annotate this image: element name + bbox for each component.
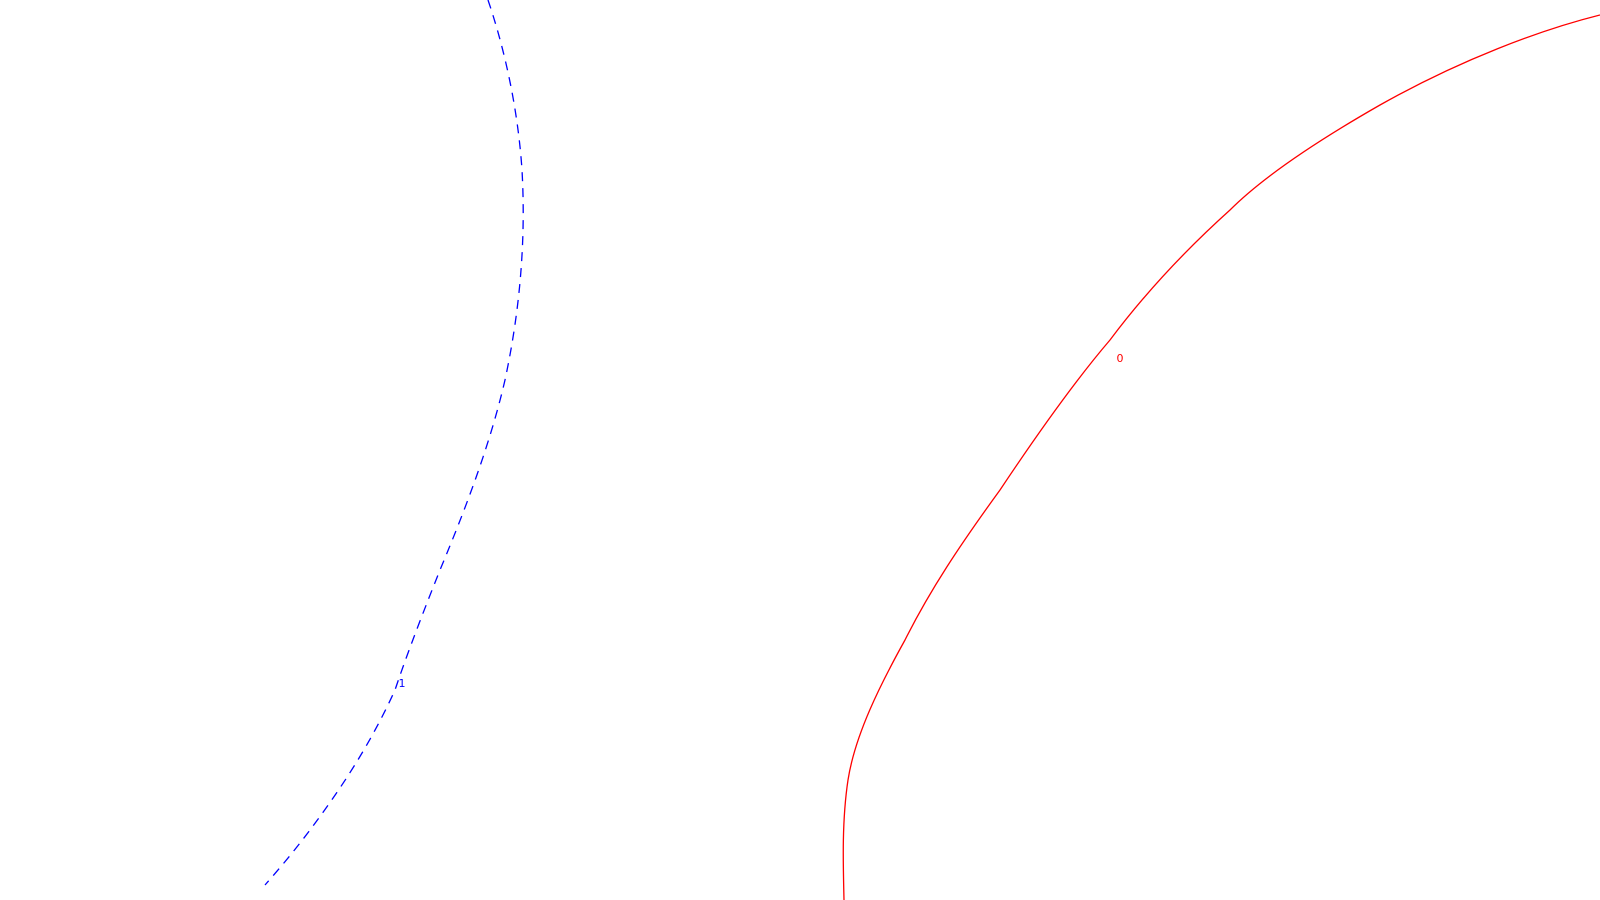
- contour-line-level-1: [264, 0, 524, 886]
- contour-label-level-0: 0: [1117, 352, 1124, 365]
- contour-line-level-0: [842, 14, 1600, 900]
- contour-label-level-1: 1: [399, 677, 406, 690]
- contour-level-1: 1: [264, 0, 524, 886]
- contour-level-0: 0: [842, 14, 1600, 900]
